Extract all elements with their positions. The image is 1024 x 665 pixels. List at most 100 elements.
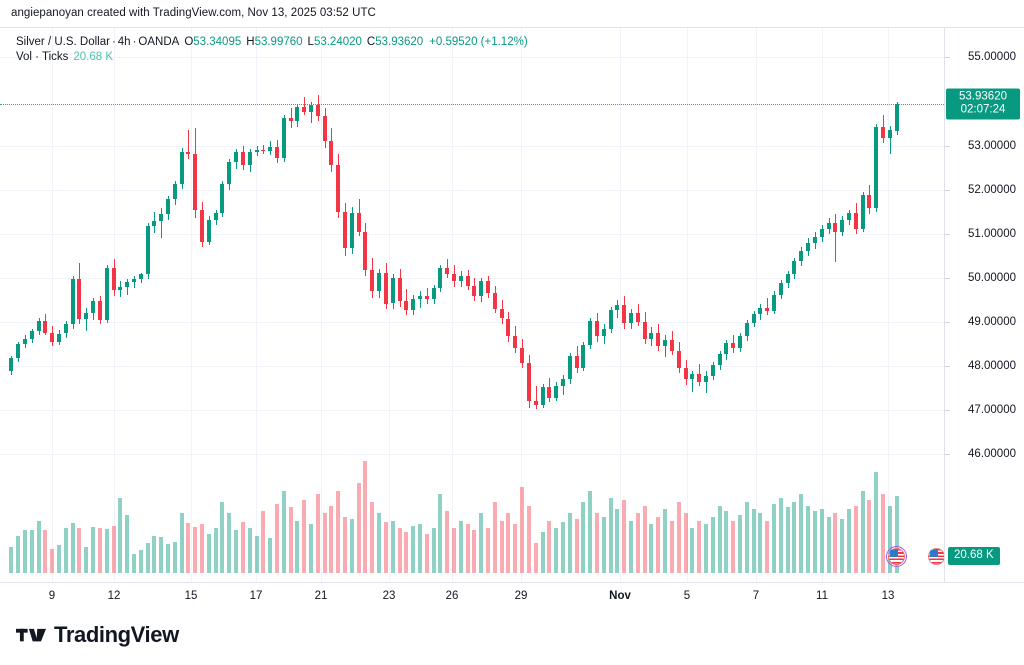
volume-bar	[758, 513, 763, 573]
candle-body	[57, 333, 62, 342]
volume-bar	[717, 505, 722, 573]
price-axis-tick	[945, 146, 950, 147]
price-plot-area[interactable]	[0, 28, 944, 583]
volume-bar	[329, 505, 334, 573]
volume-bar	[486, 528, 491, 573]
volume-bar	[431, 528, 436, 573]
volume-bar	[499, 520, 504, 573]
volume-bar	[404, 531, 409, 573]
candle-body	[574, 356, 579, 369]
price-axis[interactable]: 55.00000 53.00000 52.00000 51.00000 50.00000…	[944, 28, 1024, 583]
candle-wick	[311, 102, 312, 123]
candle-body	[853, 212, 858, 229]
candle-body	[513, 336, 518, 348]
candle-body	[785, 274, 790, 284]
legend-change: +0.59520 (+1.12%)	[429, 36, 528, 48]
volume-bar	[397, 528, 402, 573]
candle-body	[91, 300, 96, 314]
volume-bar	[424, 533, 429, 573]
tradingview-logo[interactable]: TradingView	[16, 622, 179, 648]
volume-bar	[186, 523, 191, 573]
candle-body	[329, 141, 334, 166]
volume-bar	[554, 528, 559, 573]
legend-volume-row[interactable]: Vol · Ticks 20.68 K	[16, 50, 528, 65]
volume-bar	[744, 501, 749, 573]
candle-body	[744, 322, 749, 337]
candle-body	[234, 152, 239, 163]
volume-bar	[792, 501, 797, 573]
time-axis-label: 15	[184, 590, 198, 602]
candle-body	[240, 152, 245, 166]
volume-bar	[799, 494, 804, 573]
candle-wick	[536, 385, 537, 410]
volume-bar	[731, 520, 736, 573]
volume-bar	[778, 498, 783, 573]
economic-event-flag-icon[interactable]	[886, 546, 907, 567]
candle-body	[874, 127, 879, 209]
volume-pane	[0, 28, 944, 573]
volume-bar	[697, 520, 702, 573]
vertical-gridline	[389, 28, 390, 583]
volume-bar	[213, 528, 218, 573]
horizontal-gridline	[0, 190, 944, 191]
price-axis-tick	[945, 278, 950, 279]
volume-bar	[152, 536, 157, 573]
time-axis[interactable]: 9 12 15 17 21 23 26 29 Nov 5 7 11 13	[0, 582, 1024, 612]
legend-low: L53.24020	[307, 36, 362, 48]
volume-bar	[57, 544, 62, 573]
volume-bar	[336, 490, 341, 573]
volume-bar	[819, 509, 824, 573]
volume-bar	[533, 543, 538, 573]
vertical-gridline	[687, 28, 688, 583]
volume-bar	[377, 513, 382, 573]
candle-body	[138, 274, 143, 279]
candle-body	[186, 152, 191, 155]
volume-bar	[465, 524, 470, 573]
price-axis-tick	[945, 190, 950, 191]
legend-open: O53.34095	[184, 36, 242, 48]
candle-body	[104, 268, 109, 320]
candle-body	[887, 130, 892, 138]
volume-bar	[288, 507, 293, 573]
time-axis-label: 23	[382, 590, 396, 602]
volume-bar	[77, 528, 82, 573]
volume-bar	[254, 535, 259, 573]
volume-bar	[608, 498, 613, 573]
candle-body	[567, 356, 572, 380]
candle-body	[792, 261, 797, 275]
candle-body	[274, 146, 279, 158]
vertical-gridline	[256, 28, 257, 583]
volume-bar	[383, 522, 388, 573]
volume-bar	[812, 511, 817, 573]
candle-body	[145, 225, 150, 275]
time-axis-label: 7	[752, 590, 760, 602]
candle-wick	[188, 130, 189, 159]
volume-bar	[513, 524, 518, 573]
legend-symbol-row[interactable]: Silver / U.S. Dollar · 4h · OANDA O53.34095 H5…	[16, 36, 528, 48]
volume-bar	[91, 526, 96, 573]
volume-bar	[663, 509, 668, 573]
candle-wick	[86, 307, 87, 331]
volume-bar	[724, 511, 729, 573]
current-price-badge[interactable]: 53.93620 02:07:24	[946, 88, 1020, 120]
horizontal-gridline	[0, 454, 944, 455]
volume-bar	[785, 507, 790, 573]
candle-body	[288, 118, 293, 122]
economic-event-flag-icon[interactable]	[928, 548, 944, 565]
volume-bar	[84, 546, 89, 573]
volume-bar	[193, 526, 198, 573]
candle-wick	[291, 108, 292, 128]
volume-bar	[104, 528, 109, 573]
volume-bar	[43, 529, 48, 573]
candle-body	[724, 343, 729, 354]
vertical-gridline	[756, 28, 757, 583]
volume-bar	[567, 513, 572, 573]
volume-badge[interactable]: 20.68 K	[948, 547, 1000, 565]
volume-bar	[145, 543, 150, 573]
volume-bar	[860, 490, 865, 573]
volume-bar	[29, 529, 34, 573]
volume-bar	[125, 515, 130, 573]
price-axis-tick	[945, 57, 950, 58]
candle-body	[322, 115, 327, 142]
candle-body	[43, 321, 48, 333]
